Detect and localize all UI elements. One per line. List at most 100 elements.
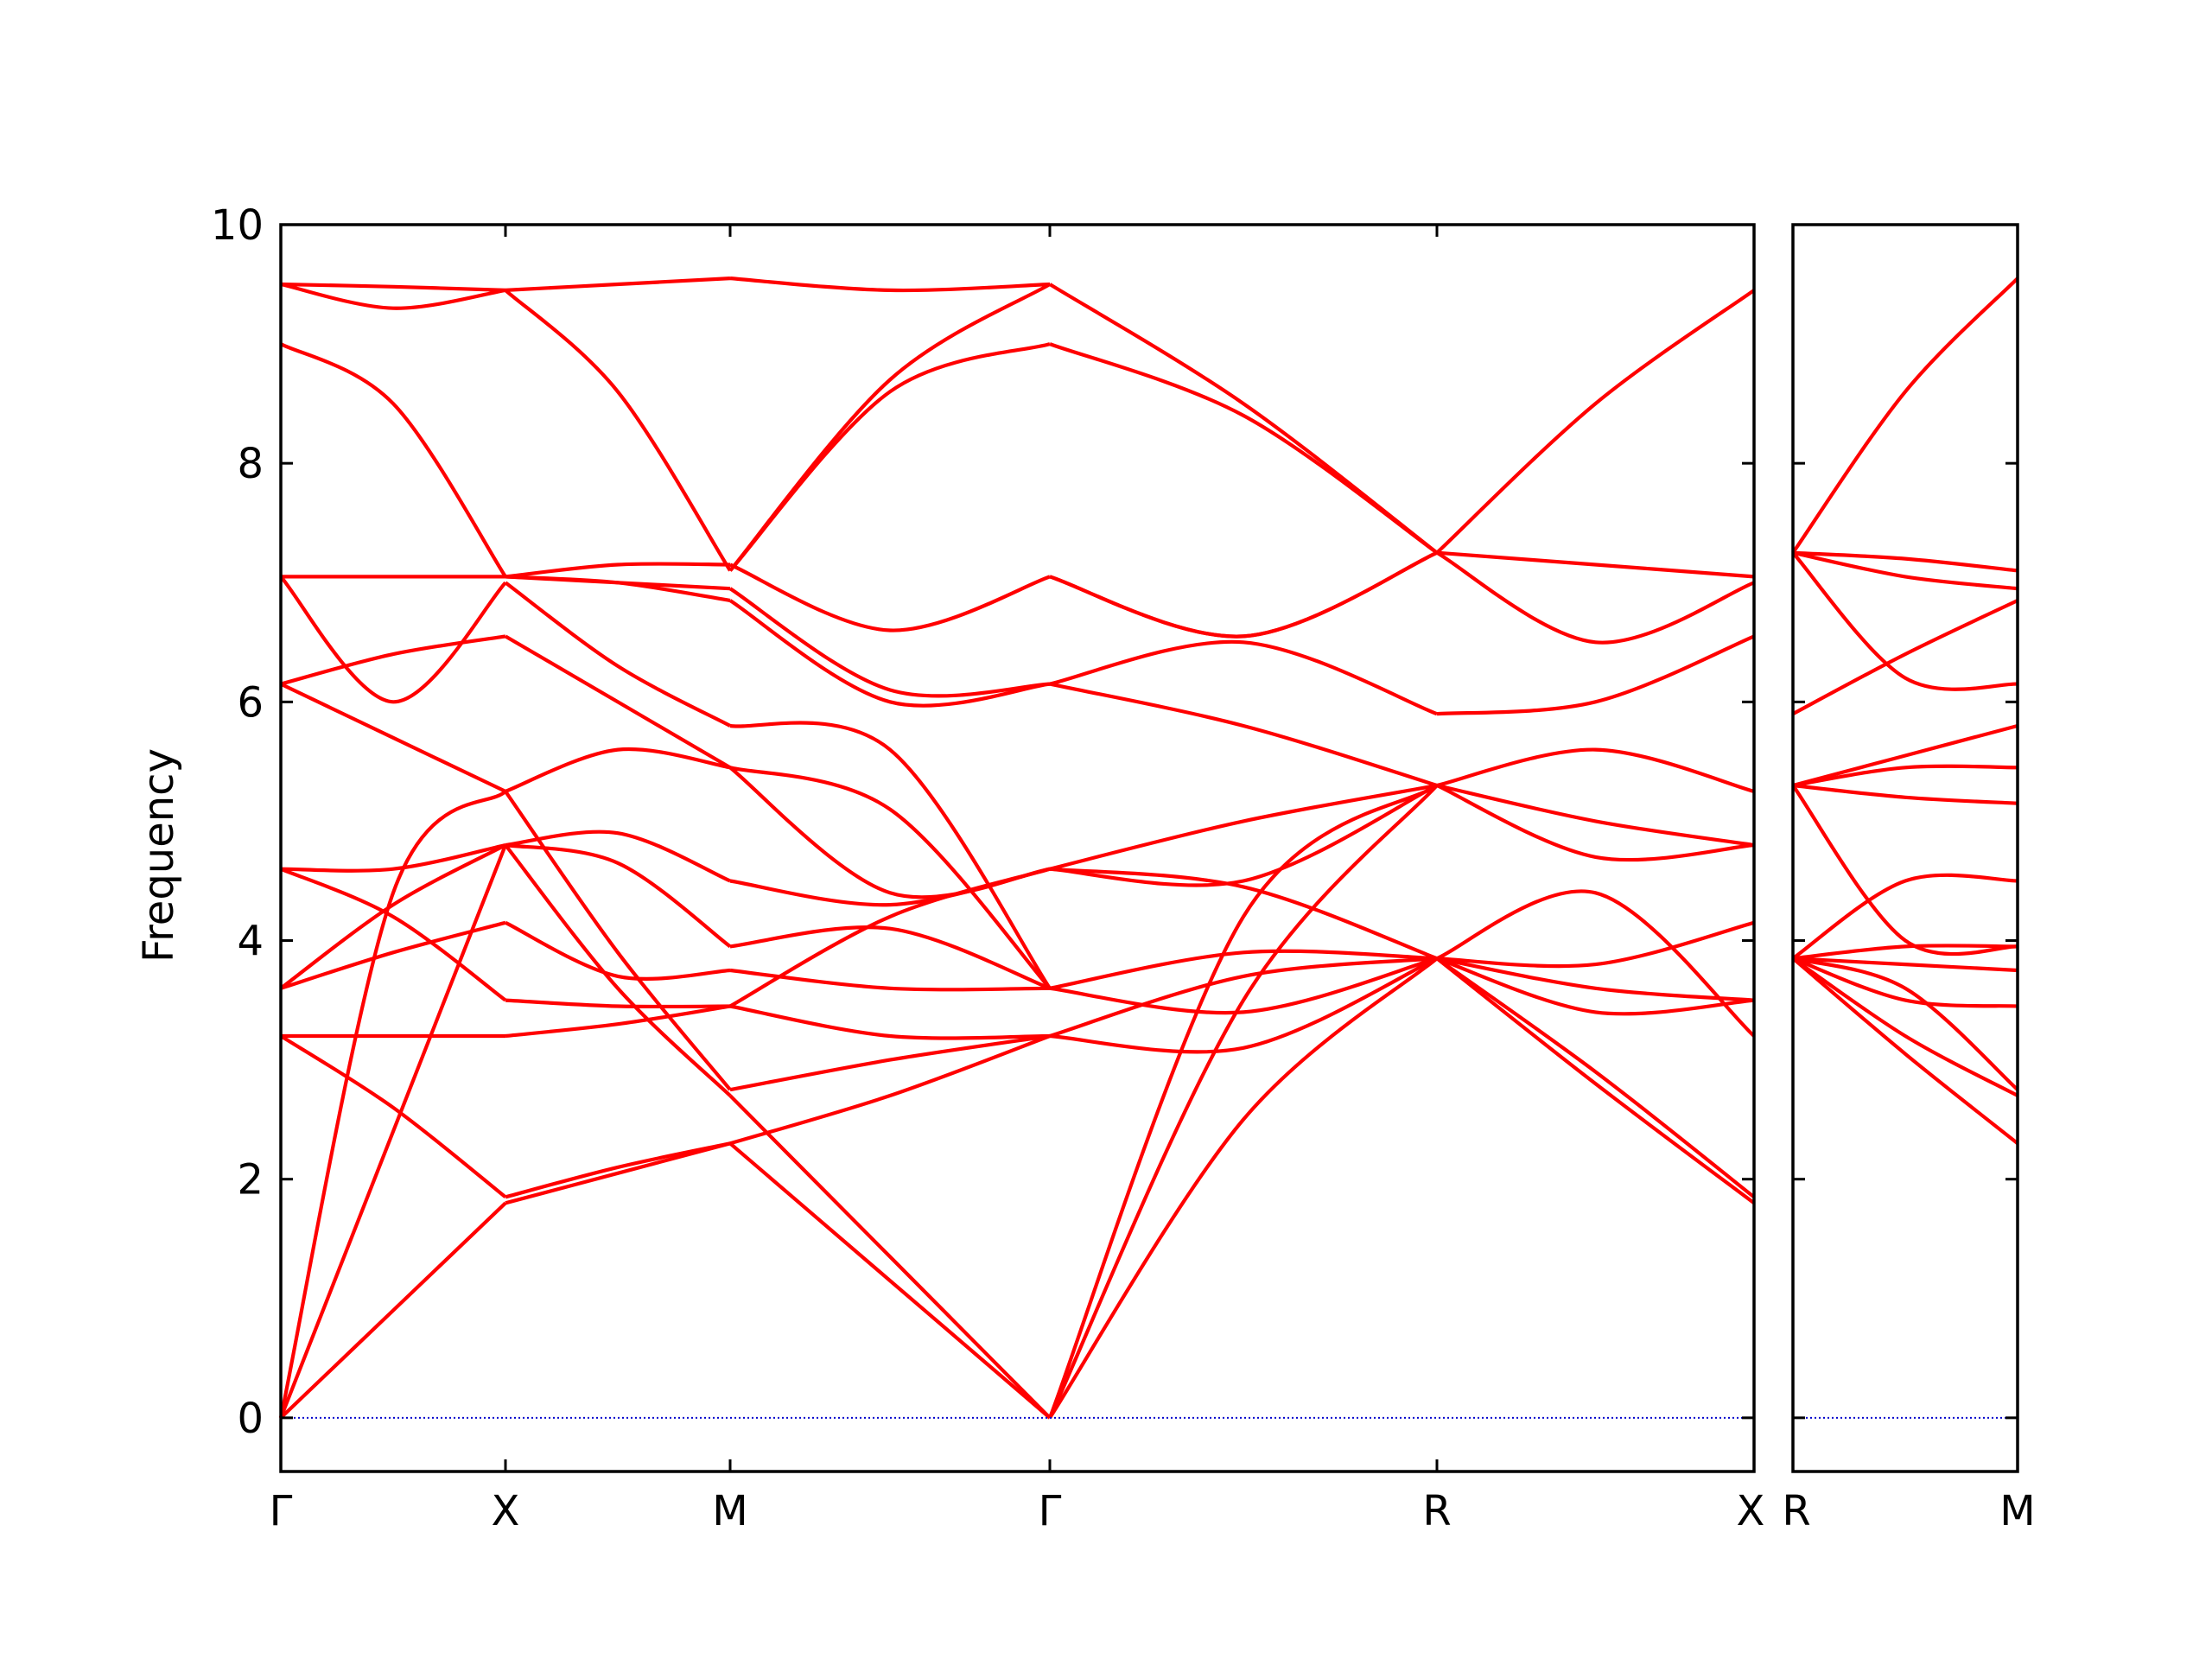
band-line xyxy=(729,721,1052,989)
y-tick-label: 6 xyxy=(237,678,264,727)
band-line xyxy=(729,867,1051,907)
band-line xyxy=(505,1004,731,1039)
band-line xyxy=(1049,783,1438,871)
segment-X-M xyxy=(504,276,732,1205)
x-tick-label: R xyxy=(1422,1487,1451,1535)
band-line xyxy=(1049,342,1439,555)
band-line xyxy=(728,1094,1052,1420)
band-line xyxy=(505,562,731,579)
band-line xyxy=(279,1201,507,1420)
band-line xyxy=(279,843,506,990)
y-tick-label: 4 xyxy=(237,918,264,966)
band-line xyxy=(1792,599,2018,716)
band-line xyxy=(729,968,1051,992)
band-line xyxy=(505,1141,731,1199)
band-line xyxy=(1049,639,1438,716)
band-line xyxy=(1791,784,2018,957)
band-line xyxy=(1048,957,1439,1420)
band-line xyxy=(729,1033,1051,1092)
band-line xyxy=(729,563,1051,632)
band-line xyxy=(728,766,1051,899)
band-line xyxy=(1436,634,1755,716)
band-line xyxy=(1049,867,1438,961)
band-line xyxy=(505,842,732,949)
y-tick-label: 10 xyxy=(211,201,264,250)
x-tick-label: Γ xyxy=(270,1487,293,1535)
band-line xyxy=(504,790,732,1091)
band-line xyxy=(280,342,507,578)
band-line xyxy=(1436,957,1755,1002)
band-line xyxy=(505,575,731,603)
band-line xyxy=(280,634,506,686)
band-line xyxy=(505,830,731,883)
band-line xyxy=(1049,957,1438,1054)
band-line xyxy=(728,283,1052,572)
band-line xyxy=(1791,957,2019,1145)
main-panel: 0 2 4 6 8 10 Γ X M Γ R X xyxy=(211,201,1765,1535)
band-line xyxy=(1792,550,2018,591)
band-line xyxy=(505,920,731,981)
band-line xyxy=(279,844,507,1419)
y-tick-label: 2 xyxy=(237,1156,264,1205)
band-line xyxy=(505,998,731,1009)
band-line xyxy=(1049,550,1438,639)
band-line xyxy=(1792,957,2018,1008)
band-line xyxy=(280,282,506,292)
band-line xyxy=(729,276,1051,293)
band-line xyxy=(729,925,1051,990)
band-line xyxy=(1435,550,1755,645)
band-line xyxy=(1435,957,1756,1199)
band-line xyxy=(505,747,731,793)
band-line xyxy=(1791,276,2019,554)
band-line xyxy=(1049,949,1438,990)
band-line xyxy=(504,843,732,1097)
band-line xyxy=(1791,551,2018,691)
y-tick-label: 8 xyxy=(237,440,264,488)
plot-frame xyxy=(279,223,1756,1473)
band-line xyxy=(279,575,507,704)
x-tick-label: X xyxy=(492,1487,520,1535)
band-line xyxy=(504,581,731,728)
band-line xyxy=(1436,920,1755,969)
band-line xyxy=(1435,957,1756,1205)
band-line xyxy=(280,282,506,310)
segment-Γ-R xyxy=(1048,283,1439,1420)
band-line xyxy=(1792,944,2018,961)
band-line xyxy=(728,599,1051,708)
x-tick-label: M xyxy=(712,1487,747,1535)
band-line xyxy=(1792,764,2018,788)
band-line xyxy=(1049,957,1438,1039)
band-line xyxy=(278,790,507,1419)
y-axis-label: Frequency xyxy=(135,748,183,963)
band-line xyxy=(1792,957,2018,973)
band-line xyxy=(1436,783,1755,848)
band-line xyxy=(504,289,732,572)
band-line xyxy=(1792,550,2018,573)
band-line xyxy=(1048,784,1439,1419)
segment-R-M xyxy=(1791,276,2019,1145)
x-tick-label: X xyxy=(1737,1487,1765,1535)
band-line xyxy=(728,1141,1052,1420)
band-line xyxy=(280,867,507,1002)
segment-R-X xyxy=(1435,289,1756,1205)
band-line xyxy=(729,1034,1051,1146)
band-line xyxy=(1049,682,1438,788)
band-line xyxy=(1048,283,1439,555)
band-line xyxy=(1792,957,2019,1091)
band-line xyxy=(1049,550,1438,639)
band-line xyxy=(280,842,506,873)
band-line xyxy=(729,766,1052,990)
band-line xyxy=(728,587,1051,698)
band-line xyxy=(1049,957,1438,1015)
band-line xyxy=(1436,957,1755,1016)
band-line xyxy=(1791,873,2018,960)
segment-Γ-X xyxy=(278,282,507,1420)
y-tick-label: 0 xyxy=(237,1395,264,1443)
band-line xyxy=(1435,289,1756,555)
band-line xyxy=(1791,957,2018,1097)
band-line xyxy=(504,634,732,770)
x-tick-label: M xyxy=(1999,1487,2035,1535)
x-tick-label: R xyxy=(1782,1487,1810,1535)
